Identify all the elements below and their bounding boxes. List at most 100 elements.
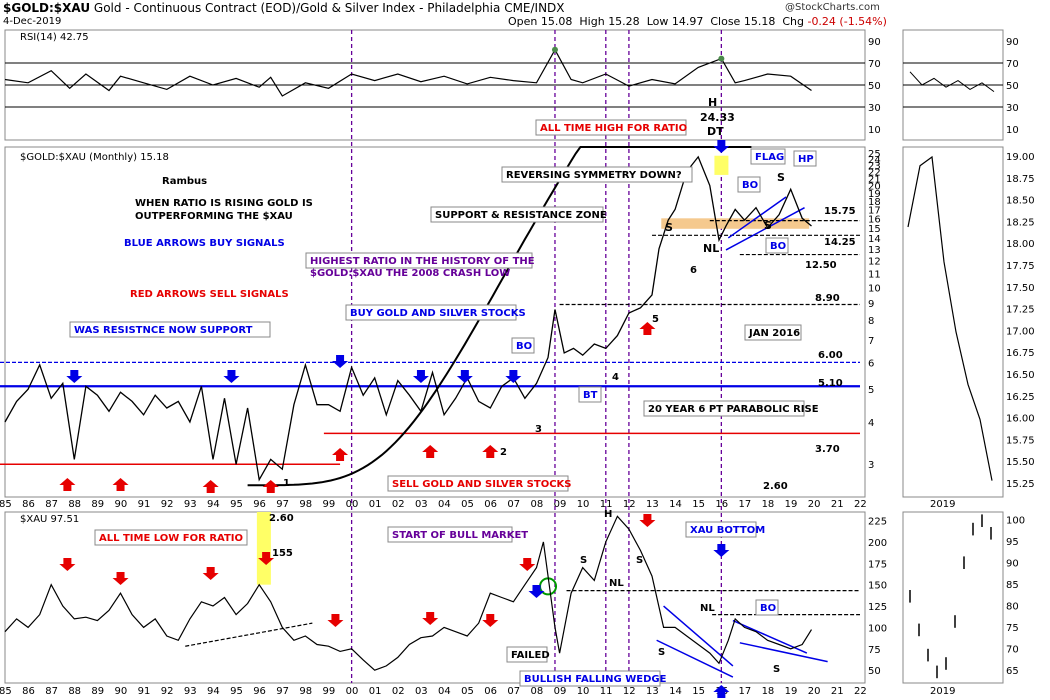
xau-xtick: 21 [831,686,844,697]
xau-side-ytick: 90 [1006,559,1019,570]
xau-buy-arrow [528,585,545,598]
ratio-buy-arrow [223,370,240,383]
buy-stocks-label: BUY GOLD AND SILVER STOCKS [350,308,526,319]
xau-nl-label: NL [609,578,624,589]
s-label-mid: S [764,219,772,232]
bull-start-label-box [387,526,513,543]
xau-nl-label-2: NL [700,603,715,614]
xau-xtick: 17 [738,686,751,697]
ratio-sell-arrow [482,445,499,458]
ratio-side-ytick: 17.75 [1006,261,1035,272]
rsi-overbought-mark [718,55,725,62]
ratio-ytick: 21 [868,174,881,185]
ratio-ytick: 23 [868,161,881,172]
ath-label-box [535,119,687,136]
rsi-ytick: 90 [868,37,881,48]
parabola-point-label: 6 [690,265,697,276]
ratio-xtick: 90 [115,499,128,510]
xau-xtick: 15 [692,686,705,697]
xau-sell-arrow [202,567,219,580]
ratio-ytick: 14 [868,234,881,245]
ratio-side-ytick: 18.00 [1006,239,1035,250]
ratio-ytick: 16 [868,214,881,225]
failed-label: FAILED [511,650,550,661]
xau-sell-arrow [422,612,439,625]
xau-side-panel [902,511,1004,684]
xau-xtick: 11 [600,686,613,697]
close-label: Close [710,15,741,28]
rsi-side-ytick: 70 [1006,59,1019,70]
bo-label-3-box [511,337,535,354]
ath-highlight [714,155,729,175]
xau-xtick: 97 [276,686,289,697]
side-year-label: 2019 [930,499,955,510]
xau-xtick: 86 [22,686,35,697]
ratio-xtick: 01 [369,499,382,510]
ratio-xtick: 04 [438,499,451,510]
rsi-ytick: 70 [868,59,881,70]
description: Gold - Continuous Contract (EOD)/Gold & … [93,1,501,15]
ratio-ytick: 25 [868,149,881,160]
ratio-ytick: 10 [868,283,881,294]
ratio-ytick: 12 [868,257,881,268]
xau-xtick: 22 [854,686,867,697]
wedge-label: BULLISH FALLING WEDGE [524,674,667,685]
s-label-left: S [665,221,673,234]
reversing-label: REVERSING SYMMETRY DOWN? [506,170,682,181]
ratio-sell-arrow [202,480,219,493]
ratio-xtick: 14 [669,499,682,510]
xau-xtick: 13 [646,686,659,697]
rsi-side-ytick: 50 [1006,81,1019,92]
xau-ytick: 150 [868,581,887,592]
ratio-xtick: 95 [230,499,243,510]
chg-value: -0.24 (-1.54%) [807,15,887,28]
flag-top-line [727,196,787,239]
xau-side-ytick: 100 [1006,516,1025,527]
flag-bottom-line [725,207,805,251]
ratio-xtick: 08 [530,499,543,510]
xau-xtick: 02 [392,686,405,697]
xau-line [4,515,813,671]
low-2-60-label: 2.60 [269,513,294,524]
close-value: 15.18 [743,15,776,28]
ratio-ytick: 6 [868,358,874,369]
xau-sell-arrow [112,572,129,585]
ratio-side-ytick: 17.00 [1006,326,1035,337]
ratio-note-1: WHEN RATIO IS RISING GOLD IS [135,198,313,209]
jan2016-label: JAN 2016 [748,328,800,339]
exchange: CME/INDX [504,1,565,15]
failed-label-box [506,646,548,663]
ratio-sell-arrow [262,480,279,493]
symbol: $GOLD:$XAU [3,1,91,15]
hp-label: HP [798,154,814,165]
ratio-side-ytick: 17.25 [1006,305,1035,316]
resistance-support-label: WAS RESISTNCE NOW SUPPORT [74,325,253,336]
ratio-side-ytick: 19.00 [1006,152,1035,163]
ratio-sell-arrow [639,322,656,335]
ratio-side-ytick: 18.75 [1006,174,1035,185]
ratio-xtick: 17 [738,499,751,510]
xau-side-ytick: 75 [1006,623,1019,634]
ratio-side-ytick: 16.50 [1006,370,1035,381]
parabola-point-label: 2 [500,447,507,458]
high-label: High [579,15,605,28]
buy-stocks-label-box [345,304,517,321]
xau-s-label-3: S [658,647,665,658]
lvl-6-00: 6.00 [818,350,843,361]
xau-xtick: 19 [785,686,798,697]
ratio-side-ytick: 15.75 [1006,435,1035,446]
ratio-xtick: 10 [577,499,590,510]
low-155-label: 155 [272,548,293,559]
low-highlight [256,512,271,585]
bo-label-1: BO [742,180,758,191]
xau-xtick: 99 [323,686,336,697]
xau-xtick: 88 [68,686,81,697]
parabolic-label-box [643,400,805,417]
parabolic-label: 20 YEAR 6 PT PARABOLIC RISE [648,404,819,415]
bo-label-2-box [765,237,789,254]
xau-xtick: 92 [161,686,174,697]
lvl-2-60: 2.60 [763,481,788,492]
xau-xtick: 08 [530,686,543,697]
rambus-label: Rambus [162,176,207,187]
ratio-xtick: 06 [484,499,497,510]
